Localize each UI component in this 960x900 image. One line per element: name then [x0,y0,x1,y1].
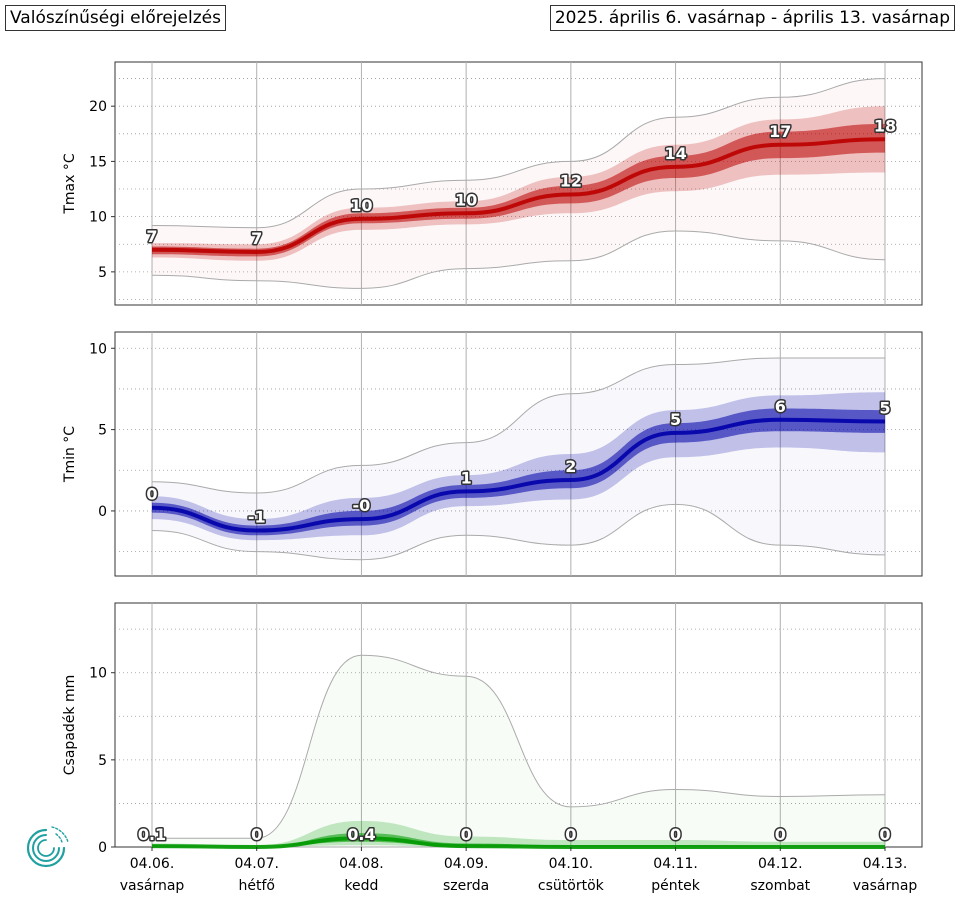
panel-tmax: 5 10 15 20 Tmax °C 7 7 10 10 12 14 17 18 [62,61,923,306]
data-label: 2 [565,457,576,476]
data-label: 0.4 [347,825,375,844]
x-tick-date: 04.13. [863,856,908,872]
x-tick-weekday: szombat [750,878,810,894]
band-p25-p75 [152,408,885,536]
median-line [151,417,886,533]
data-label: 7 [251,229,262,248]
data-label: 0 [879,825,890,844]
y-tick-label: 10 [89,666,107,682]
plot-frame [114,331,923,577]
y-tick-label: 20 [89,99,107,115]
median-line [151,836,885,850]
y-tick-label: 10 [89,341,107,357]
data-label: 17 [769,122,791,141]
x-tick-weekday: csütörtök [538,878,605,894]
data-label: 18 [874,116,896,135]
y-tick-label: 10 [89,210,107,226]
x-tick-weekday: péntek [651,878,700,894]
x-tick-date: 04.08. [339,856,384,872]
x-tick-date: 04.12. [758,856,803,872]
x-tick-weekday: szerda [443,878,489,894]
data-label: 10 [350,196,372,215]
data-label: 6 [775,397,786,416]
y-tick-label: 15 [89,154,107,170]
envelope-max-line [152,654,886,839]
data-label: 14 [664,144,686,163]
x-tick-date: 04.10. [549,856,594,872]
data-label: 0 [461,825,472,844]
x-tick-date: 04.11. [653,856,698,872]
envelope-min-line [151,503,886,561]
y-axis-label: Tmin °C [62,426,78,483]
data-label: 0.1 [138,825,166,844]
panel-tmin: 0 5 10 Tmin °C 0 -1 -0 1 2 5 6 5 [62,331,923,577]
y-tick-label: 0 [98,504,107,520]
x-tick-date: 04.06. [130,856,175,872]
data-label: 5 [670,410,681,429]
y-axis-label: Csapadék mm [62,675,78,775]
data-label: 0 [251,825,262,844]
data-label: 1 [461,468,472,487]
chart-title-left: Valószínűségi előrejelzés [5,5,226,31]
x-tick-weekday: hétfő [238,878,274,894]
data-label: 12 [560,172,582,191]
logo-icon [26,826,69,868]
x-tick-weekday: vasárnap [853,878,918,894]
data-label: 7 [146,227,157,246]
x-tick-date: 04.09. [444,856,489,872]
data-label: 0 [670,825,681,844]
envelope-min-line [151,230,886,289]
data-label: -1 [248,507,266,526]
data-label: 5 [879,398,890,417]
envelope-max-line [151,78,886,229]
median-line [151,137,886,255]
x-tick-date: 04.07. [234,856,279,872]
y-tick-label: 0 [98,840,107,856]
y-tick-label: 5 [98,423,107,439]
band-p25-p75 [152,833,885,847]
data-label: 10 [455,190,477,209]
y-tick-label: 5 [98,265,107,281]
data-label: -0 [353,496,371,515]
data-label: 0 [775,825,786,844]
x-tick-weekday: vasárnap [120,878,185,894]
plot-frame [114,602,923,848]
y-tick-label: 5 [98,753,107,769]
date-range-title: 2025. április 6. vasárnap - április 13. … [549,5,955,31]
panel-precip: 0 5 10 Csapadék mm 0.1 0 0.4 0 0 0 0 0 [62,602,923,856]
envelope-max-line [151,357,885,494]
x-tick-weekday: kedd [344,878,378,894]
data-label: 0 [565,825,576,844]
data-label: 0 [146,485,157,504]
y-axis-label: Tmax °C [62,153,78,215]
